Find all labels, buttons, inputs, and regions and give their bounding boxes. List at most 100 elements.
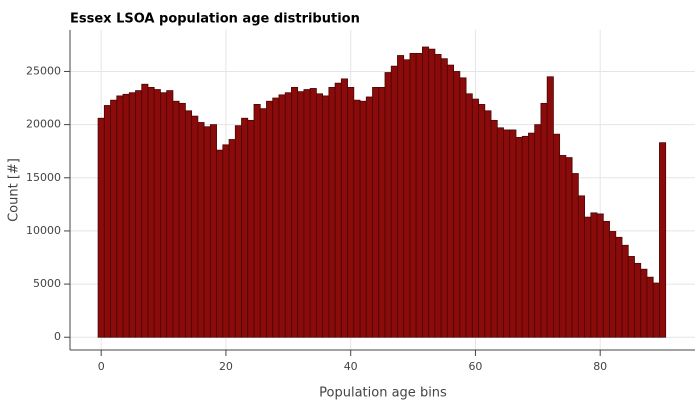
bar [459, 77, 467, 338]
bar [209, 124, 217, 338]
y-tick-label: 25000 [26, 64, 61, 77]
x-axis-label: Population age bins [319, 386, 447, 400]
y-tick-label: 0 [54, 330, 61, 343]
bar [609, 231, 617, 338]
bar [602, 220, 610, 338]
bar [446, 64, 455, 338]
bar [122, 93, 130, 338]
bar [615, 236, 623, 338]
bar [496, 127, 504, 338]
bar [390, 65, 398, 338]
bar [440, 58, 448, 338]
bar [521, 135, 529, 338]
bar [110, 99, 118, 338]
bar [334, 82, 342, 338]
chart-title: Essex LSOA population age distribution [70, 12, 360, 27]
y-tick-label: 5000 [33, 277, 61, 290]
bar [247, 119, 255, 338]
y-tick-label: 20000 [26, 118, 61, 131]
bar [540, 102, 548, 338]
x-tick-label: 40 [344, 360, 358, 373]
bar [553, 133, 561, 338]
x-tick-label: 20 [219, 360, 233, 373]
bar [590, 212, 598, 338]
bar [278, 94, 286, 338]
bar [434, 54, 442, 338]
bar [453, 71, 461, 338]
bar [253, 104, 261, 338]
bar [315, 93, 324, 338]
bar [203, 126, 211, 338]
bar [309, 88, 317, 338]
bar [328, 87, 336, 338]
bar [378, 87, 386, 338]
bar [627, 256, 635, 338]
x-tick-label: 80 [593, 360, 607, 373]
bar [184, 110, 193, 338]
bar [128, 92, 136, 338]
bar [415, 52, 423, 338]
bar [621, 244, 629, 338]
bar [384, 72, 392, 338]
bar [191, 115, 199, 338]
bar [478, 104, 486, 338]
bar [153, 89, 161, 338]
bar [471, 98, 479, 338]
bar [372, 87, 380, 338]
bar [340, 78, 348, 338]
bar [322, 95, 330, 338]
bar [409, 52, 417, 338]
bar [559, 155, 567, 338]
bar [428, 48, 436, 338]
bar [166, 90, 174, 338]
bar [241, 117, 249, 338]
bar [365, 96, 373, 338]
bar [272, 97, 280, 338]
bar [160, 92, 168, 338]
bar [534, 124, 542, 338]
bar [465, 93, 473, 338]
bar [565, 157, 573, 338]
y-tick-label: 15000 [26, 171, 61, 184]
bar [640, 268, 648, 338]
bar [291, 87, 299, 338]
bar [297, 91, 305, 338]
bar [284, 92, 292, 338]
bar [197, 122, 205, 338]
bar [528, 132, 536, 338]
bar [353, 99, 361, 338]
x-tick-label: 0 [98, 360, 105, 373]
bar [347, 87, 355, 338]
bar [515, 136, 523, 338]
bar [228, 139, 236, 338]
bar [546, 76, 554, 338]
bar [646, 276, 654, 338]
bar [97, 117, 105, 338]
bar [178, 102, 186, 338]
bar [403, 59, 411, 338]
bar [172, 100, 180, 338]
bar [503, 129, 511, 338]
bar [490, 119, 498, 338]
bar [222, 144, 230, 338]
bar [216, 149, 224, 338]
bar [135, 90, 143, 338]
y-axis-label: Count [#] [7, 158, 22, 222]
bar [303, 89, 311, 338]
bar [116, 95, 124, 338]
bar [659, 142, 667, 338]
bar [259, 108, 267, 338]
bar [359, 100, 367, 338]
bar [634, 262, 642, 338]
x-tick-label: 60 [468, 360, 482, 373]
bar [141, 83, 149, 338]
bar [147, 87, 155, 338]
bar [234, 125, 242, 338]
bar [266, 100, 274, 338]
bar [103, 105, 111, 338]
bar [652, 282, 660, 338]
bar [596, 213, 604, 338]
bar [397, 55, 405, 338]
bar [584, 216, 592, 338]
